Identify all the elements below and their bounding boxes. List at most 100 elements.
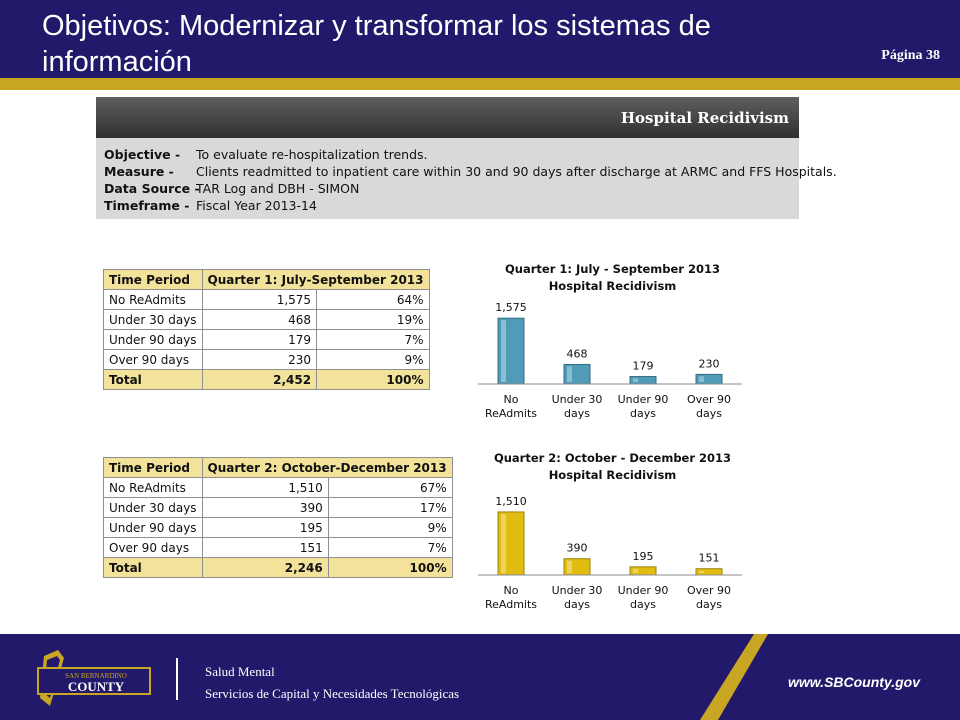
chart-data-label: 230 xyxy=(699,357,720,370)
chart-category-label: days xyxy=(630,598,656,611)
info-value: TAR Log and DBH - SIMON xyxy=(196,181,360,196)
table-total-row: Total 2,246 100% xyxy=(103,557,453,578)
chart-bar-highlight xyxy=(633,568,638,573)
table-cell: Under 30 days xyxy=(103,309,203,330)
table-header: Time Period xyxy=(103,457,203,478)
info-panel-title: Hospital Recidivism xyxy=(620,109,789,127)
chart-category-label: Over 90 xyxy=(687,393,731,406)
chart-bar xyxy=(497,317,525,385)
table-row: No ReAdmits 1,510 67% xyxy=(103,477,453,498)
info-value: Clients readmitted to inpatient care wit… xyxy=(196,164,837,179)
table-cell: 179 xyxy=(201,329,318,350)
chart-bar xyxy=(497,511,525,576)
info-key: Measure - xyxy=(104,164,174,179)
table-cell: Total xyxy=(103,557,203,578)
table-cell: Under 90 days xyxy=(103,517,203,538)
chart-bar-highlight xyxy=(567,366,572,382)
chart-category-label: Under 90 xyxy=(618,584,669,597)
table-cell: Over 90 days xyxy=(103,537,203,558)
table-cell: 19% xyxy=(316,309,430,330)
chart-subtitle: Hospital Recidivism xyxy=(548,468,677,482)
quarter1-chart: Quarter 1: July - September 2013 Hospita… xyxy=(470,257,755,437)
chart-data-label: 1,510 xyxy=(495,495,527,508)
table-cell: 17% xyxy=(327,497,453,518)
table-cell: 1,575 xyxy=(201,289,318,310)
table-row: Over 90 days 230 9% xyxy=(103,349,430,370)
table-row: Under 30 days 390 17% xyxy=(103,497,453,518)
table-cell: 195 xyxy=(201,517,329,538)
table-cell: 9% xyxy=(327,517,453,538)
chart-category-label: No xyxy=(504,584,519,597)
info-key: Objective - xyxy=(104,147,181,162)
table-cell: 151 xyxy=(201,537,329,558)
chart-title: Quarter 2: October - December 2013 xyxy=(493,451,732,465)
table-cell: Over 90 days xyxy=(103,349,203,370)
table-cell: 2,452 xyxy=(201,369,318,390)
chart-category-label: days xyxy=(564,598,590,611)
website-link[interactable]: www.SBCounty.gov xyxy=(788,674,920,690)
table-cell: 230 xyxy=(201,349,318,370)
quarter2-chart: Quarter 2: October - December 2013 Hospi… xyxy=(470,448,755,628)
table-cell: 67% xyxy=(327,477,453,498)
department-subtitle: Servicios de Capital y Necesidades Tecno… xyxy=(205,686,460,701)
chart-category-label: Under 30 xyxy=(552,584,603,597)
quarter1-table: Time Period Quarter 1: July-September 20… xyxy=(103,269,430,390)
chart-bar-highlight xyxy=(699,376,704,382)
chart-bar-highlight xyxy=(633,378,638,382)
chart-data-label: 390 xyxy=(567,542,588,555)
info-key: Timeframe - xyxy=(104,198,190,213)
table-row: Over 90 days 151 7% xyxy=(103,537,453,558)
logo-line1: SAN BERNARDINO xyxy=(65,672,127,680)
chart-category-label: days xyxy=(696,598,722,611)
header-accent-strip xyxy=(0,78,960,90)
chart-category-label: days xyxy=(696,407,722,420)
table-cell: 7% xyxy=(327,537,453,558)
table-cell: 100% xyxy=(316,369,430,390)
page-number: Página 38 xyxy=(881,48,940,63)
quarter2-table: Time Period Quarter 2: October-December … xyxy=(103,457,453,578)
chart-category-label: No xyxy=(504,393,519,406)
chart-title: Quarter 1: July - September 2013 xyxy=(505,262,720,276)
table-row: Under 90 days 179 7% xyxy=(103,329,430,350)
table-cell: Total xyxy=(103,369,203,390)
logo-line2: COUNTY xyxy=(68,679,125,694)
chart-category-label: Under 30 xyxy=(552,393,603,406)
chart-data-label: 151 xyxy=(699,552,720,565)
table-cell: No ReAdmits xyxy=(103,289,203,310)
table-cell: 7% xyxy=(316,329,430,350)
table-cell: 2,246 xyxy=(201,557,329,578)
table-cell: 64% xyxy=(316,289,430,310)
chart-data-label: 179 xyxy=(633,360,654,373)
table-cell: 1,510 xyxy=(201,477,329,498)
chart-category-label: days xyxy=(630,407,656,420)
county-logo-icon: SAN BERNARDINO COUNTY xyxy=(37,650,151,706)
table-cell: 9% xyxy=(316,349,430,370)
table-cell: Under 30 days xyxy=(103,497,203,518)
page-title: Objetivos: Modernizar y transformar los … xyxy=(42,10,711,78)
department-name: Salud Mental xyxy=(205,664,275,679)
chart-bar-highlight xyxy=(501,513,506,573)
table-cell: 390 xyxy=(201,497,329,518)
info-key: Data Source - xyxy=(104,181,200,196)
info-value: Fiscal Year 2013-14 xyxy=(196,198,317,213)
chart-data-label: 195 xyxy=(633,550,654,563)
info-panel-header: Hospital Recidivism xyxy=(96,97,799,138)
table-total-row: Total 2,452 100% xyxy=(103,369,430,390)
table-row: Under 90 days 195 9% xyxy=(103,517,453,538)
table-row: No ReAdmits 1,575 64% xyxy=(103,289,430,310)
footer-divider xyxy=(176,658,178,700)
chart-category-label: ReAdmits xyxy=(485,598,537,611)
chart-data-label: 468 xyxy=(567,347,588,360)
table-cell: No ReAdmits xyxy=(103,477,203,498)
table-cell: 468 xyxy=(201,309,318,330)
table-row: Under 30 days 468 19% xyxy=(103,309,430,330)
chart-category-label: ReAdmits xyxy=(485,407,537,420)
chart-category-label: Over 90 xyxy=(687,584,731,597)
table-header: Quarter 1: July-September 2013 xyxy=(201,269,430,290)
table-header: Time Period xyxy=(103,269,203,290)
chart-data-label: 1,575 xyxy=(495,301,527,314)
header-bar xyxy=(0,0,960,78)
chart-category-label: Under 90 xyxy=(618,393,669,406)
